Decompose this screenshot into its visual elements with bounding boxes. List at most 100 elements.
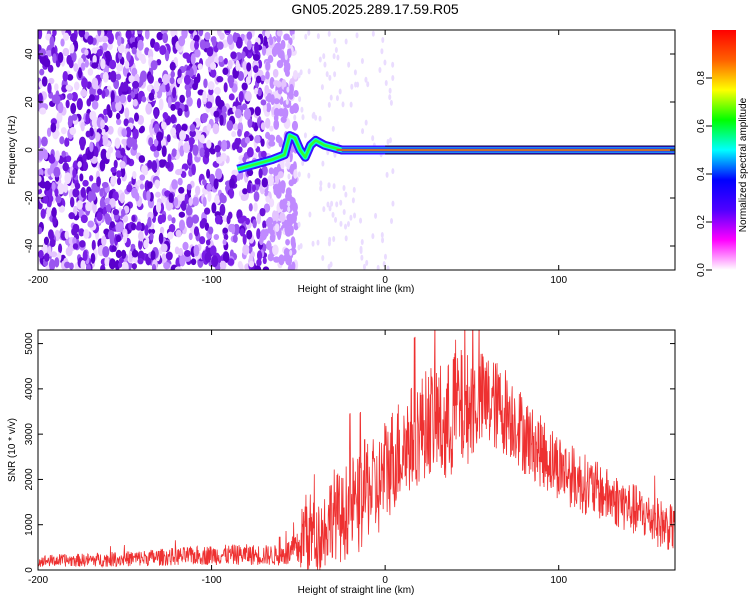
noise-cell-faint	[330, 200, 334, 207]
noise-cell	[91, 77, 99, 90]
noise-cell	[57, 52, 64, 63]
noise-cell	[257, 88, 262, 97]
noise-cell	[280, 39, 286, 50]
noise-cell	[107, 125, 114, 135]
noise-cell	[62, 162, 70, 172]
noise-cell	[246, 146, 254, 158]
noise-cell-faint	[320, 84, 324, 91]
noise-cell	[159, 45, 167, 56]
noise-cell	[255, 75, 262, 84]
noise-cell	[104, 256, 110, 267]
y-tick-label: 40	[24, 48, 35, 60]
noise-cell	[293, 90, 299, 97]
noise-cell-faint	[380, 48, 384, 55]
noise-cell	[99, 159, 106, 172]
noise-cell-faint	[352, 186, 356, 193]
noise-cell	[288, 91, 294, 100]
noise-cell	[206, 123, 212, 132]
noise-cell-faint	[318, 115, 322, 122]
noise-cell	[49, 233, 55, 241]
noise-cell	[179, 130, 187, 141]
noise-cell	[190, 258, 197, 266]
noise-cell-faint	[293, 114, 297, 121]
noise-cell-faint	[346, 220, 350, 227]
noise-cell	[222, 227, 229, 234]
noise-cell	[153, 80, 160, 93]
noise-cell	[260, 229, 268, 241]
noise-cell	[293, 169, 298, 179]
noise-cell-faint	[339, 199, 343, 206]
noise-cell	[258, 168, 263, 179]
noise-cell	[210, 36, 217, 44]
noise-cell-faint	[359, 217, 363, 224]
noise-cell-faint	[374, 212, 378, 219]
noise-cell	[273, 256, 280, 263]
noise-cell	[119, 160, 126, 169]
noise-cell	[47, 82, 52, 94]
noise-cell	[167, 231, 174, 240]
noise-cell	[222, 67, 229, 76]
noise-cell	[130, 222, 137, 231]
noise-cell	[105, 150, 111, 160]
noise-cell	[97, 30, 102, 37]
noise-cell	[155, 191, 161, 198]
snr-plot-area	[38, 330, 675, 570]
noise-cell-faint	[301, 114, 305, 121]
noise-cell	[38, 136, 42, 148]
noise-cell	[205, 239, 211, 246]
noise-cell-faint	[321, 255, 325, 262]
noise-cell-faint	[344, 223, 348, 230]
noise-cell-faint	[355, 32, 359, 39]
noise-cell	[116, 177, 122, 186]
noise-cell	[126, 136, 134, 148]
noise-cell	[242, 233, 247, 245]
noise-cell	[39, 181, 47, 189]
y-tick-label: -20	[24, 190, 35, 205]
noise-cell-faint	[297, 171, 301, 178]
noise-cell	[194, 48, 201, 58]
noise-cell	[92, 146, 99, 159]
noise-cell	[53, 166, 61, 178]
noise-cell	[219, 192, 225, 203]
noise-cell	[57, 101, 64, 114]
noise-cell	[69, 32, 77, 43]
noise-cell	[43, 149, 49, 161]
x-tick-label: 100	[550, 275, 567, 286]
y-tick-label: 1000	[24, 513, 35, 536]
noise-cell	[148, 228, 156, 235]
noise-cell	[162, 32, 169, 44]
noise-cell	[191, 214, 200, 224]
noise-cell	[227, 258, 235, 266]
noise-cell	[201, 113, 209, 120]
noise-cell	[100, 58, 106, 70]
noise-cell-faint	[353, 69, 357, 76]
noise-cell	[263, 35, 268, 47]
noise-cell	[72, 237, 77, 246]
noise-cell	[238, 90, 244, 103]
noise-cell-faint	[338, 88, 342, 95]
noise-cell	[73, 62, 79, 72]
noise-cell	[128, 75, 134, 83]
noise-cell	[244, 108, 252, 120]
noise-cell	[169, 61, 176, 71]
noise-cell	[242, 244, 250, 256]
noise-cell-faint	[312, 111, 316, 118]
noise-cell	[241, 82, 248, 91]
noise-cell	[228, 187, 234, 199]
noise-cell	[223, 82, 228, 93]
noise-cell	[170, 70, 175, 78]
noise-cell	[189, 67, 194, 77]
noise-cell	[109, 59, 117, 70]
x-tick-label: 0	[382, 275, 388, 286]
noise-cell	[244, 91, 252, 102]
noise-cell	[231, 169, 239, 177]
noise-cell	[82, 250, 88, 262]
noise-cell	[285, 229, 292, 237]
noise-cell	[234, 137, 240, 150]
noise-cell	[252, 54, 260, 61]
noise-cell	[147, 216, 152, 228]
noise-cell	[197, 63, 203, 70]
noise-cell	[160, 214, 167, 223]
noise-cell	[218, 55, 224, 63]
noise-cell	[204, 147, 210, 159]
